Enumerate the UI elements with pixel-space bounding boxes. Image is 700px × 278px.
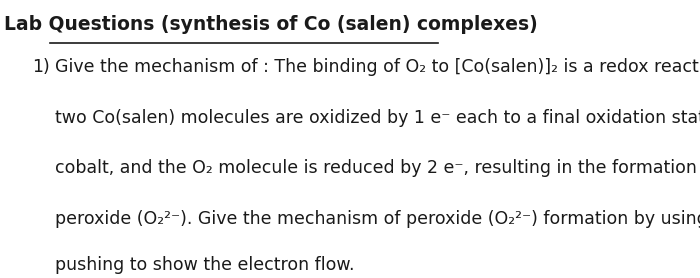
- Text: Give the mechanism of : The binding of O₂ to [Co(salen)]₂ is a redox reaction, w: Give the mechanism of : The binding of O…: [55, 58, 700, 76]
- Text: Post Lab Questions (synthesis of Co (salen) complexes): Post Lab Questions (synthesis of Co (sal…: [0, 15, 538, 34]
- Text: cobalt, and the O₂ molecule is reduced by 2 e⁻, resulting in the formation of: cobalt, and the O₂ molecule is reduced b…: [55, 160, 700, 177]
- Text: 1): 1): [32, 58, 50, 76]
- Text: pushing to show the electron flow.: pushing to show the electron flow.: [55, 256, 355, 274]
- Text: peroxide (O₂²⁻). Give the mechanism of peroxide (O₂²⁻) formation by using arrow-: peroxide (O₂²⁻). Give the mechanism of p…: [55, 210, 700, 228]
- Text: two Co(salen) molecules are oxidized by 1 e⁻ each to a final oxidation state of : two Co(salen) molecules are oxidized by …: [55, 108, 700, 126]
